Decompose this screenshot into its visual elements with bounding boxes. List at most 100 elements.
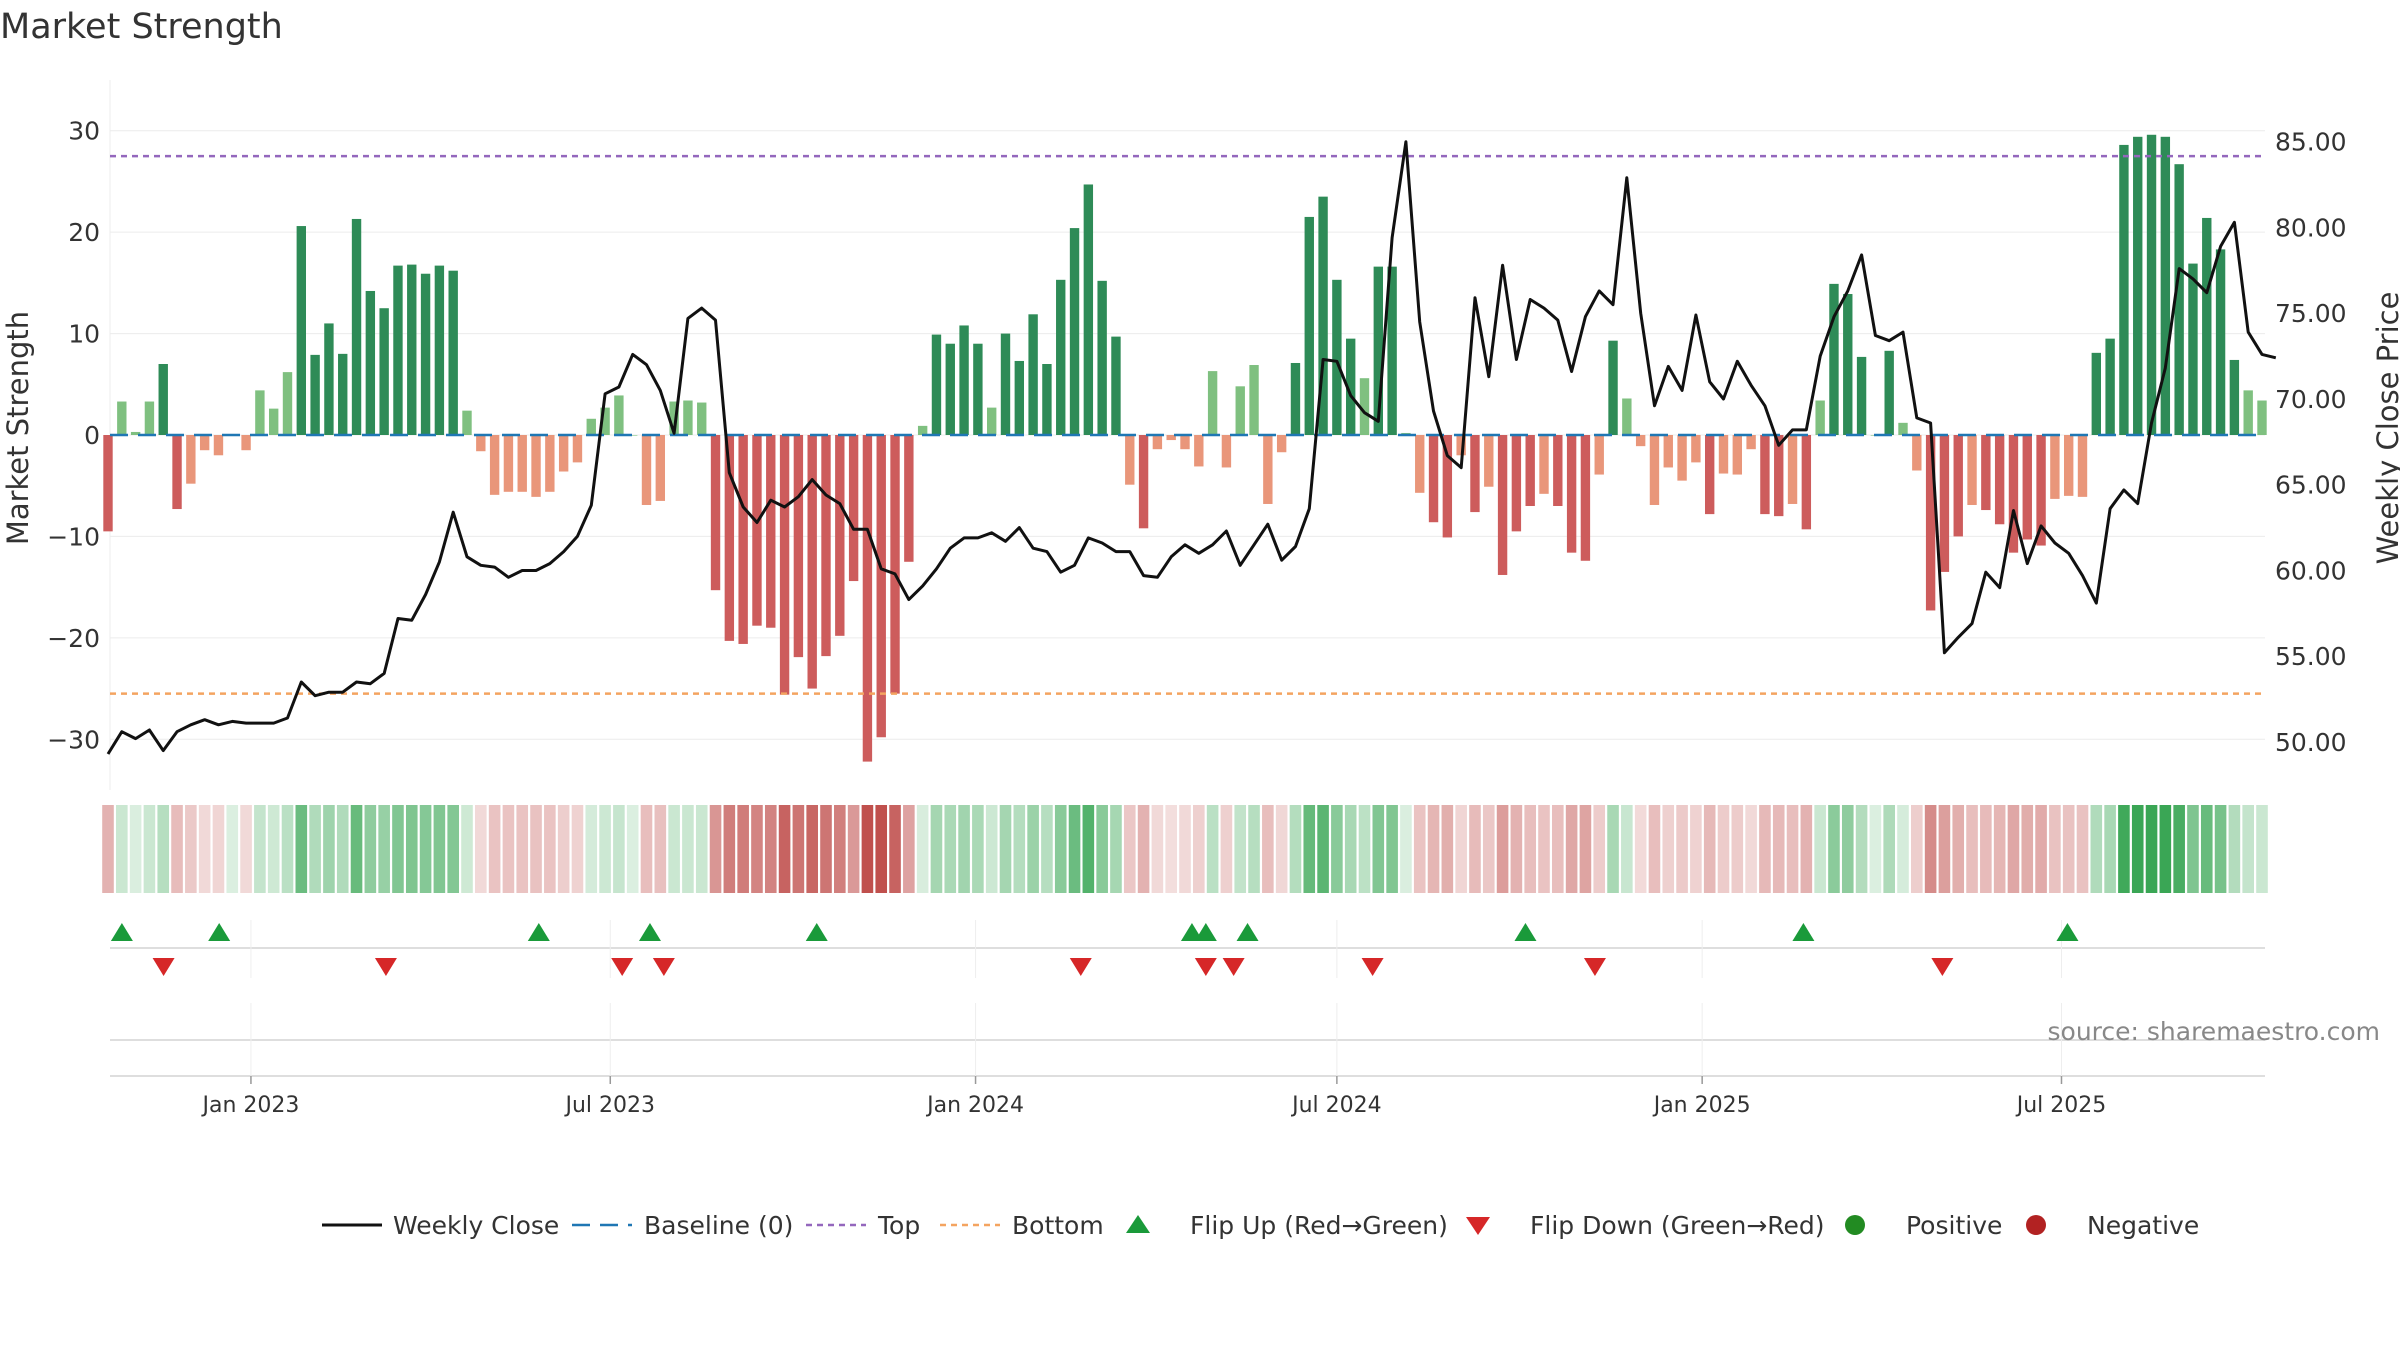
strength-bar: [1056, 279, 1066, 435]
strength-bar: [282, 372, 293, 435]
strip-cell: [1262, 805, 1274, 893]
strip-cell: [2062, 805, 2075, 893]
strip-cell: [737, 805, 749, 893]
strength-bar: [959, 325, 969, 435]
strip-cell: [557, 805, 570, 893]
flip-up-marker: [805, 923, 828, 941]
flip-up-marker: [1514, 923, 1537, 941]
strength-bar: [1415, 435, 1425, 493]
strip-cell: [751, 805, 763, 893]
strip-cell: [1510, 805, 1523, 893]
strip-cell: [281, 805, 294, 893]
strength-bar: [1428, 435, 1439, 523]
strength-bar: [1939, 435, 1950, 572]
legend-label: Positive: [1906, 1211, 2002, 1240]
strength-bar: [973, 343, 983, 435]
flip-up-marker: [2056, 923, 2079, 941]
strength-bar: [1014, 360, 1025, 435]
strip-cell: [1054, 805, 1067, 893]
strength-bar: [1677, 435, 1687, 481]
strip-cell: [171, 805, 183, 893]
strength-bar: [779, 435, 790, 695]
strength-bar: [614, 395, 624, 435]
strip-cell: [1676, 805, 1688, 893]
strength-bar: [1760, 435, 1770, 515]
strength-bar: [1345, 338, 1356, 435]
y-tick-label: 10: [68, 320, 100, 349]
strip-cell: [585, 805, 598, 893]
strip-cell: [972, 805, 984, 893]
strength-bar: [1622, 398, 1632, 435]
strip-cell: [1607, 805, 1619, 893]
strip-cell: [2090, 805, 2103, 893]
strip-cell: [2145, 805, 2158, 893]
x-tick-label: Jul 2023: [564, 1093, 656, 1118]
strength-bar: [1097, 280, 1107, 435]
strip-cell: [1469, 805, 1481, 893]
strip-cell: [1400, 805, 1412, 893]
strip-cell: [1883, 805, 1895, 893]
strength-bar: [1843, 294, 1853, 435]
strip-cell: [903, 805, 915, 893]
strip-cell: [405, 805, 418, 893]
strength-bar: [1042, 364, 1052, 435]
strength-bar: [448, 270, 458, 435]
strength-bar: [1774, 435, 1784, 517]
strip-cell: [143, 805, 156, 893]
strength-bar: [2243, 390, 2253, 435]
strip-cell: [2035, 805, 2047, 893]
strip-cell: [1193, 805, 1205, 893]
strip-cell: [1841, 805, 1854, 893]
strip-cell: [1897, 805, 1909, 893]
strength-bar: [627, 435, 638, 436]
strip-cell: [640, 805, 653, 893]
strip-cell: [1828, 805, 1840, 893]
flip-down-marker: [1222, 958, 1245, 976]
strip-cell: [1344, 805, 1357, 893]
flip-up-marker: [1194, 923, 1217, 941]
strip-cell: [129, 805, 142, 893]
strength-bar: [1898, 422, 1908, 435]
strength-bar: [1594, 435, 1604, 475]
strip-cell: [999, 805, 1012, 893]
strength-bar: [1511, 435, 1522, 532]
strip-cell: [1745, 805, 1757, 893]
strip-cell: [985, 805, 998, 893]
strength-bar: [2050, 435, 2060, 499]
strength-bar: [1249, 365, 1259, 435]
strip-cell: [157, 805, 170, 893]
strip-cell: [1524, 805, 1536, 893]
strength-bar: [1829, 283, 1839, 435]
strength-bar: [407, 264, 417, 435]
strip-cell: [1275, 805, 1288, 893]
flip-up-marker: [110, 923, 133, 941]
strength-bar: [1207, 371, 1218, 435]
strip-cell: [1110, 805, 1122, 893]
strip-cell: [1013, 805, 1026, 893]
y-tick-label: 20: [68, 218, 100, 247]
flip-down-marker: [611, 958, 634, 976]
legend-label: Baseline (0): [644, 1211, 793, 1240]
strip-cell: [2173, 805, 2185, 893]
strip-cell: [1041, 805, 1053, 893]
strip-cell: [861, 805, 874, 893]
y2-axis-ticks: 85.00 80.00 75.00 70.00 65.00 60.00 55.00 50.00: [2275, 128, 2347, 757]
strength-bar: [1373, 266, 1384, 435]
legend-flip-up-swatch: [1126, 1215, 1150, 1233]
strip-cell: [654, 805, 667, 893]
strip-cell: [185, 805, 197, 893]
strip-cell: [1786, 805, 1799, 893]
y2-tick-label: 85.00: [2275, 128, 2347, 157]
strength-bar: [1553, 435, 1563, 506]
x-tick-label: Jan 2025: [1652, 1093, 1751, 1118]
strip-cell: [1924, 805, 1937, 893]
strip-cell: [1980, 805, 1992, 893]
strength-bar: [1332, 279, 1342, 435]
y2-tick-label: 70.00: [2275, 385, 2347, 414]
strength-bar: [683, 400, 693, 435]
flip-down-marker: [1931, 958, 1954, 976]
strength-bar: [669, 401, 679, 435]
strength-bar: [558, 435, 569, 472]
strength-bar: [268, 408, 279, 435]
strength-bar: [462, 410, 472, 435]
